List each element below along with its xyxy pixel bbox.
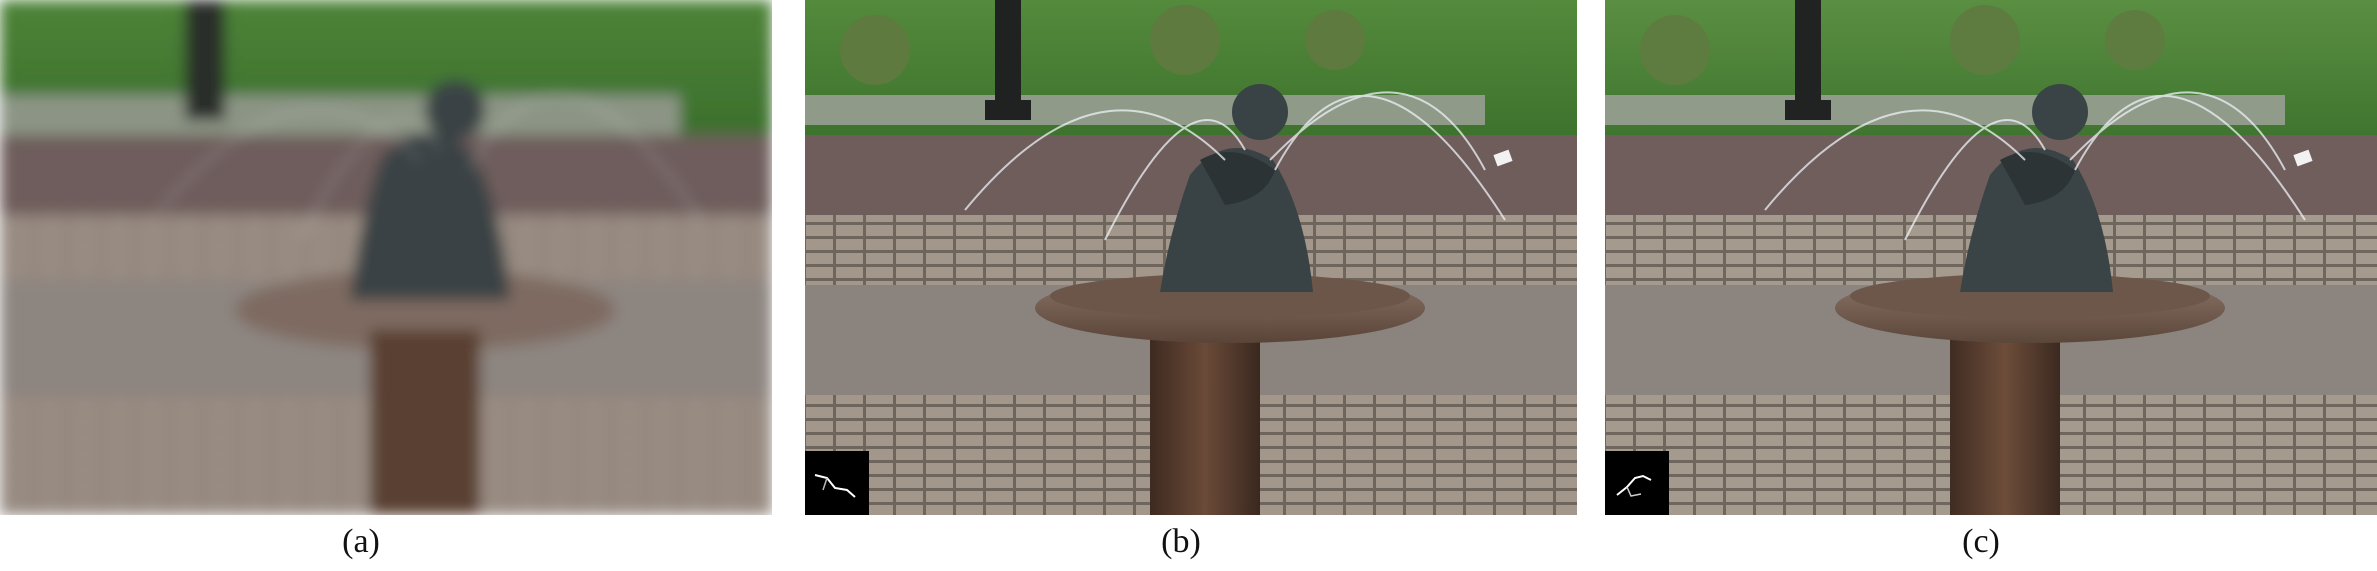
panel-c-deblurred-image — [1605, 0, 2377, 515]
blur-kernel-inset-b — [805, 451, 869, 515]
fountain-scene-sharp-b — [805, 0, 1577, 515]
fountain-scene-sharp-c — [1605, 0, 2377, 515]
panel-b-deblurred-image — [805, 0, 1577, 515]
caption-a: (a) — [342, 523, 380, 560]
blur-kernel-inset-c — [1605, 451, 1669, 515]
caption-c: (c) — [1962, 523, 2000, 560]
panel-a-blurred-image — [0, 0, 772, 515]
fountain-scene-blurred — [0, 0, 772, 515]
caption-b: (b) — [1161, 523, 1201, 560]
